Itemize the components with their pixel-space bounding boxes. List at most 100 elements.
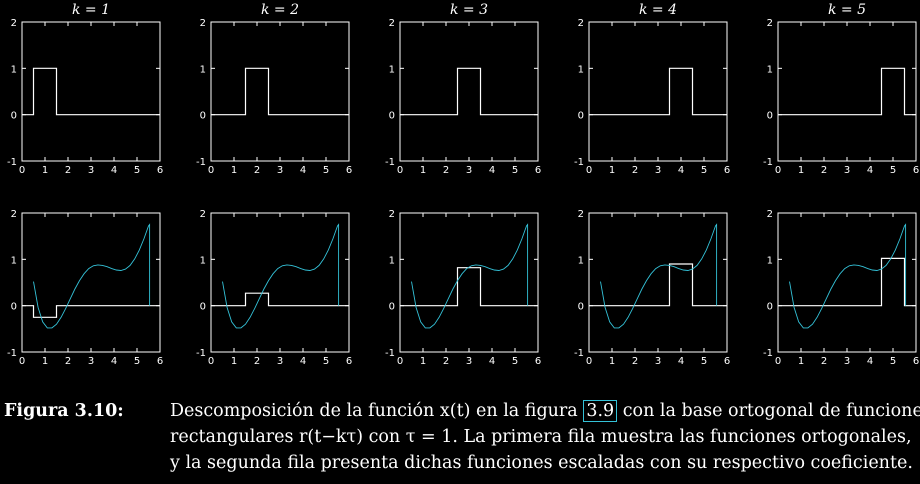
plot-4-xtick-label: 0 [586,165,592,176]
plot-5-pulse-line [778,67,916,116]
plot-2-xtick-label: 1 [231,165,237,176]
plot-6-ytick-label: 0 [11,302,17,313]
plot-2-xtick-label: 0 [208,165,214,176]
plot-3-xtick-label: 5 [512,165,518,176]
plot-7-frame [210,212,350,353]
plot-4-xtick-label: 1 [609,165,615,176]
plot-3-ytick-label: 1 [389,64,395,75]
plot-4-ytick-label: 1 [578,64,584,75]
plot-4-title: k = 4 [639,2,677,18]
plot-8-pulse-line [400,267,538,307]
plot-4-xtick-label: 4 [678,165,684,176]
plot-2-ytick-label: 2 [200,18,206,29]
plot-9-ytick-label: -1 [574,348,584,359]
plot-1-ytick-label: 1 [11,64,17,75]
plot-3-xtick-label: 4 [489,165,495,176]
caption-line2: rectangulares r(t−kτ) con τ = 1. La prim… [170,427,912,447]
plot-7-xtick-label: 1 [231,356,237,367]
plot-10-xtick-label: 2 [821,356,827,367]
plot-1-ytick-label: -1 [7,157,17,168]
plot-4-ytick-label: 2 [578,18,584,29]
plot-3-title: k = 3 [450,2,488,18]
plot-3-ytick-label: -1 [385,157,395,168]
plot-6-xtick-label: 1 [42,356,48,367]
plot-3-ytick-label: 0 [389,111,395,122]
plot-2-title: k = 2 [261,2,299,18]
caption-line1-continuation: con la base ortogonal de funciones [622,401,920,421]
plot-6-pulse-line [22,305,160,318]
figure-caption: Figura 3.10: Descomposición de la función… [4,398,920,476]
plot-9-ytick-label: 2 [578,209,584,220]
plot-4-xtick-label: 3 [655,165,661,176]
plot-4-frame [588,21,728,162]
plot-6-ytick-label: -1 [7,348,17,359]
plot-1-ytick-label: 0 [11,111,17,122]
plot-1-xtick-label: 4 [111,165,117,176]
plot-6-ytick-label: 2 [11,209,17,220]
plot-7-signal-line [222,223,340,329]
plot-9-signal-line [600,223,718,329]
figure-reference-link[interactable]: 3.9 [583,400,618,422]
plot-10-signal-line [789,223,907,329]
plot-8-xtick-label: 5 [512,356,518,367]
plot-9-pulse-line [589,263,727,307]
plot-1-xtick-label: 2 [65,165,71,176]
plot-5-ytick-label: 2 [767,18,773,29]
plot-3-xtick-label: 1 [420,165,426,176]
plot-10-frame [777,212,917,353]
plot-8-xtick-label: 0 [397,356,403,367]
plot-7-xtick-label: 4 [300,356,306,367]
plot-4-xtick-label: 5 [701,165,707,176]
plot-8-frame [399,212,539,353]
caption-label: Figura 3.10: [4,401,124,421]
plot-1-xtick-label: 6 [157,165,163,176]
plot-1-title: k = 1 [72,2,110,18]
plot-4-ytick-label: 0 [578,111,584,122]
plot-10-ytick-label: 0 [767,302,773,313]
plot-8-ytick-label: -1 [385,348,395,359]
plot-9-xtick-label: 4 [678,356,684,367]
plot-8-ytick-label: 0 [389,302,395,313]
plot-7-xtick-label: 2 [254,356,260,367]
plot-2-xtick-label: 6 [346,165,352,176]
plot-1-xtick-label: 5 [134,165,140,176]
plot-3-xtick-label: 6 [535,165,541,176]
plot-7-ytick-label: 2 [200,209,206,220]
plot-9-xtick-label: 2 [632,356,638,367]
plot-7-ytick-label: -1 [196,348,206,359]
plot-3-pulse-line [400,67,538,116]
plot-4-xtick-label: 6 [724,165,730,176]
plot-8-ytick-label: 1 [389,255,395,266]
plot-8-signal-line [411,223,529,329]
plot-7-xtick-label: 0 [208,356,214,367]
plot-3-xtick-label: 0 [397,165,403,176]
plot-1-ytick-label: 2 [11,18,17,29]
plot-8-xtick-label: 2 [443,356,449,367]
plot-5-xtick-label: 5 [890,165,896,176]
plot-6-ytick-label: 1 [11,255,17,266]
plot-8-ytick-label: 2 [389,209,395,220]
plot-5-xtick-label: 3 [844,165,850,176]
plot-7-ytick-label: 0 [200,302,206,313]
plot-3-frame [399,21,539,162]
plot-1-xtick-label: 3 [88,165,94,176]
plot-6-xtick-label: 2 [65,356,71,367]
plot-6-frame [21,212,161,353]
plot-1-pulse-line [22,67,160,116]
plot-4-xtick-label: 2 [632,165,638,176]
plot-5-ytick-label: 0 [767,111,773,122]
plot-9-xtick-label: 0 [586,356,592,367]
plot-5-ytick-label: 1 [767,64,773,75]
plot-9-xtick-label: 1 [609,356,615,367]
plot-2-frame [210,21,350,162]
plot-5-title: k = 5 [828,2,866,18]
plot-4-ytick-label: -1 [574,157,584,168]
plot-2-xtick-label: 5 [323,165,329,176]
plot-6-xtick-label: 5 [134,356,140,367]
plot-3-ytick-label: 2 [389,18,395,29]
plot-6-xtick-label: 3 [88,356,94,367]
plot-2-xtick-label: 4 [300,165,306,176]
plot-5-xtick-label: 1 [798,165,804,176]
plot-9-xtick-label: 3 [655,356,661,367]
